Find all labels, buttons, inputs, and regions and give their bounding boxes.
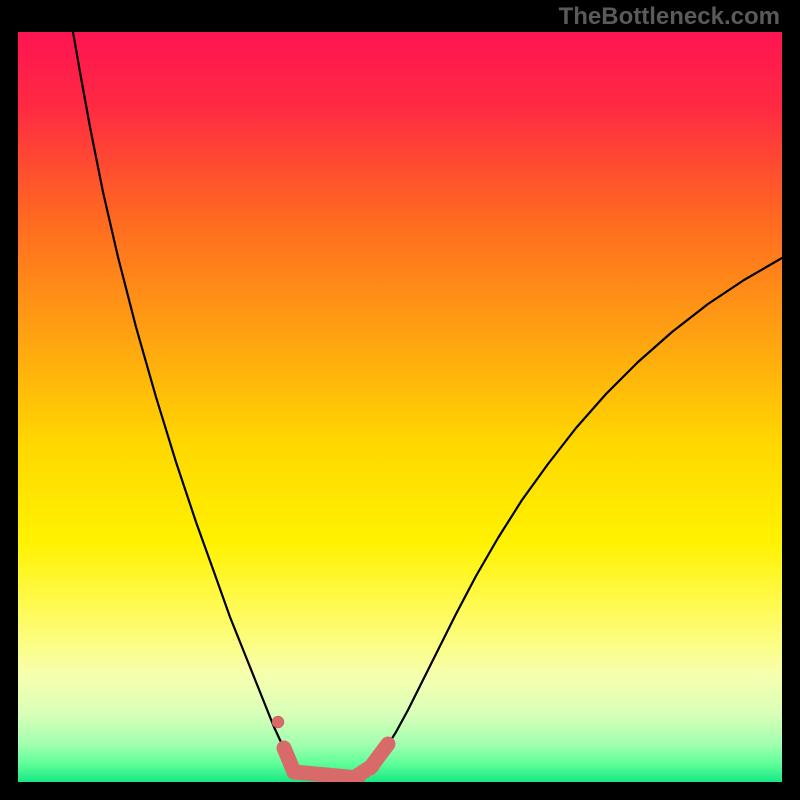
marker-segment (370, 744, 388, 768)
chart-svg (18, 32, 782, 782)
plot-area (18, 32, 782, 782)
chart-frame: TheBottleneck.com (0, 0, 800, 800)
highlight-markers (272, 716, 388, 778)
marker-dot (272, 716, 284, 728)
watermark-text: TheBottleneck.com (559, 3, 780, 31)
bottleneck-curve (73, 32, 782, 779)
